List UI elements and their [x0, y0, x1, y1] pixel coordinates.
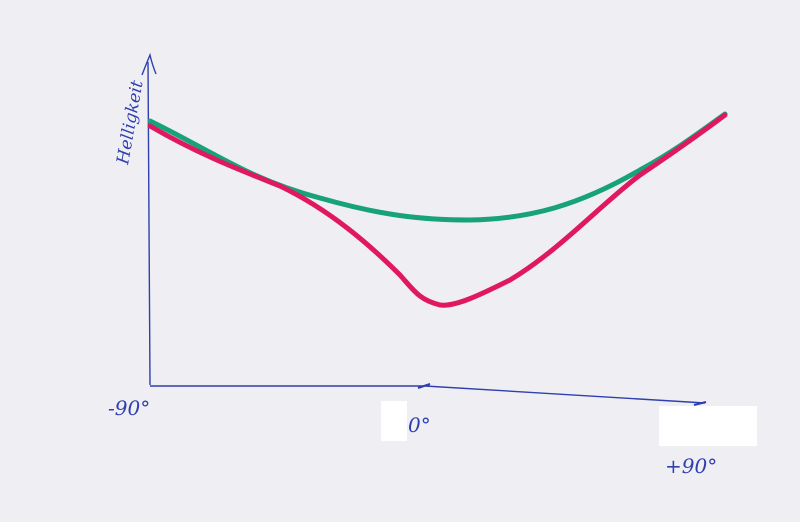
x-tick-plus90	[693, 401, 707, 406]
y-axis-arrowhead	[141, 52, 157, 76]
x-tick-0	[417, 383, 431, 389]
redaction-box	[659, 406, 757, 446]
x-tick-label-plus90: +90°	[665, 454, 717, 478]
y-axis	[147, 61, 151, 386]
x-tick-label-0: 0°	[408, 413, 431, 437]
y-axis-label: Helligkeit	[113, 79, 148, 167]
red-curve	[147, 112, 728, 308]
x-tick-label-minus90: -90°	[108, 396, 150, 420]
redaction-box	[381, 401, 407, 441]
x-axis	[150, 385, 706, 404]
